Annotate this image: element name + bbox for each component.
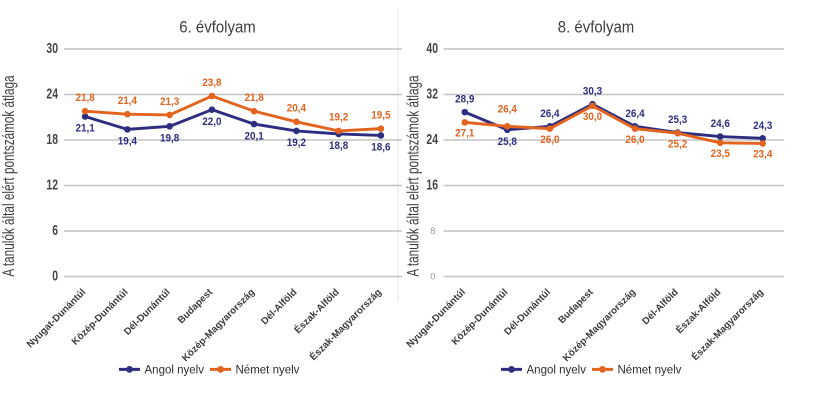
svg-text:Német nyelv: Német nyelv	[236, 365, 300, 377]
svg-text:21,3: 21,3	[160, 96, 179, 108]
svg-text:16: 16	[426, 177, 438, 193]
svg-text:18,8: 18,8	[329, 141, 348, 153]
svg-text:24,6: 24,6	[711, 119, 730, 131]
svg-text:19,4: 19,4	[118, 136, 137, 148]
svg-text:Angol nyelv: Angol nyelv	[527, 365, 587, 377]
svg-text:25,8: 25,8	[498, 137, 517, 149]
svg-text:20,1: 20,1	[244, 131, 263, 143]
svg-text:26,0: 26,0	[625, 134, 644, 146]
svg-text:12: 12	[46, 177, 58, 193]
svg-text:24: 24	[46, 86, 58, 102]
svg-text:Német nyelv: Német nyelv	[618, 365, 682, 377]
svg-text:40: 40	[426, 40, 438, 56]
svg-text:0: 0	[52, 268, 58, 284]
svg-text:23,5: 23,5	[711, 149, 730, 161]
svg-text:22,0: 22,0	[202, 116, 221, 128]
svg-text:26,0: 26,0	[540, 134, 559, 146]
svg-text:30,0: 30,0	[583, 112, 602, 124]
svg-text:26,4: 26,4	[625, 108, 644, 120]
svg-text:18: 18	[46, 131, 58, 147]
svg-text:0: 0	[430, 272, 435, 283]
svg-text:20,4: 20,4	[287, 103, 306, 115]
svg-text:30,3: 30,3	[583, 86, 602, 98]
svg-text:6. évfolyam: 6. évfolyam	[179, 19, 255, 37]
svg-text:27,1: 27,1	[455, 128, 474, 140]
svg-text:8. évfolyam: 8. évfolyam	[558, 19, 634, 37]
svg-text:28,9: 28,9	[455, 94, 474, 106]
svg-text:Angol nyelv: Angol nyelv	[145, 365, 205, 377]
svg-text:25,3: 25,3	[668, 115, 687, 127]
svg-text:19,2: 19,2	[329, 112, 348, 124]
svg-text:21,4: 21,4	[118, 96, 137, 108]
svg-text:A tanulók által elért pontszám: A tanulók által elért pontszámok átlaga	[0, 75, 17, 276]
svg-text:23,8: 23,8	[202, 77, 221, 89]
svg-text:A tanulók által elért pontszám: A tanulók által elért pontszámok átlaga	[404, 75, 422, 276]
svg-text:32: 32	[426, 86, 438, 102]
svg-text:19,8: 19,8	[160, 133, 179, 145]
svg-text:19,2: 19,2	[287, 138, 306, 150]
svg-text:25,2: 25,2	[668, 139, 687, 151]
svg-text:19,5: 19,5	[371, 110, 390, 122]
svg-text:18,6: 18,6	[371, 142, 390, 154]
svg-text:24: 24	[426, 131, 438, 147]
svg-text:8: 8	[430, 226, 435, 237]
svg-text:24,3: 24,3	[753, 120, 772, 132]
svg-text:6: 6	[52, 222, 58, 238]
svg-text:21,8: 21,8	[75, 93, 94, 105]
svg-text:23,4: 23,4	[753, 149, 772, 161]
svg-text:21,1: 21,1	[75, 123, 94, 135]
svg-text:26,4: 26,4	[540, 108, 559, 120]
svg-text:30: 30	[46, 40, 58, 56]
svg-text:21,8: 21,8	[244, 93, 263, 105]
svg-text:26,4: 26,4	[498, 104, 517, 116]
